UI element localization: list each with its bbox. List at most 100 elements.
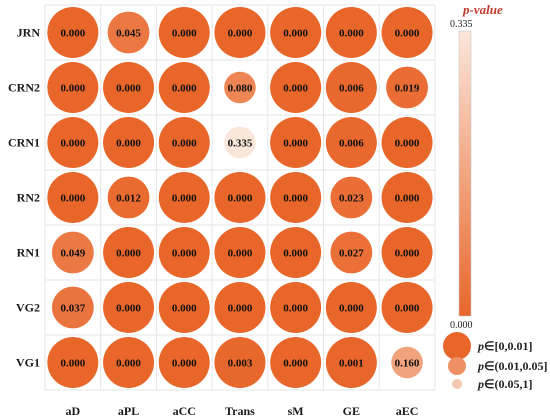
cell-value-label: 0.000 (395, 28, 420, 40)
cell-circle (47, 337, 99, 388)
cell-circle (158, 337, 210, 388)
cell-value-label: 0.049 (60, 248, 85, 260)
colorbar (458, 30, 472, 317)
cell-circle (330, 231, 373, 274)
cell-circle (224, 71, 256, 104)
cell-value-label: 0.000 (60, 358, 85, 370)
cell-circle (270, 117, 322, 168)
cell-circle (158, 282, 210, 333)
column-label: Trans (225, 404, 255, 418)
cell-value-label: 0.000 (283, 248, 308, 260)
cell-value-label: 0.000 (60, 193, 85, 205)
cell-circle (270, 337, 322, 388)
cell-circle (51, 286, 94, 329)
cell-value-label: 0.000 (116, 303, 141, 315)
grid (44, 4, 436, 391)
cell-circle (224, 126, 256, 159)
cell-circle (47, 117, 99, 168)
legend-circle-small (452, 379, 462, 389)
legend-label-3: p∈(0.05,1] (477, 377, 532, 391)
cell-value-label: 0.160 (395, 358, 420, 370)
colorbar-max-label: 0.335 (450, 19, 473, 30)
cell-circle (158, 172, 210, 223)
cell-circle (381, 227, 433, 278)
cell-circle (214, 337, 266, 388)
cell-circle (325, 7, 377, 58)
cell-value-label: 0.000 (172, 28, 197, 40)
cell-circle (158, 227, 210, 278)
cell-value-label: 0.000 (116, 248, 141, 260)
cell-circle (107, 11, 150, 54)
cell-value-label: 0.000 (116, 138, 141, 150)
cell-value-label: 0.006 (339, 138, 364, 150)
legend-circle-large (443, 332, 471, 360)
cell-value-label: 0.000 (395, 193, 420, 205)
cell-value-label: 0.001 (339, 358, 364, 370)
cell-value-label: 0.003 (228, 358, 253, 370)
cell-value-label: 0.027 (339, 248, 364, 260)
cell-circle (330, 176, 373, 219)
value-label-layer: 0.000 0.045 0.000 0.000 0.000 0.000 0.000 0.000… (60, 28, 419, 370)
cell-circle (270, 227, 322, 278)
row-labels: JRN CRN2 CRN1 RN2 RN1 VG2 VG1 (8, 26, 40, 370)
cell-value-label: 0.000 (228, 193, 253, 205)
cell-value-label: 0.000 (172, 83, 197, 95)
cell-value-label: 0.012 (116, 193, 141, 205)
cell-circle (47, 172, 99, 223)
row-label: CRN1 (8, 136, 40, 150)
column-label: aD (66, 404, 81, 418)
cell-circle (381, 282, 433, 333)
cell-circle (214, 282, 266, 333)
row-label: VG1 (16, 356, 40, 370)
cell-value-label: 0.037 (60, 303, 85, 315)
cell-circle (325, 62, 377, 113)
cell-value-label: 0.000 (283, 193, 308, 205)
column-labels: aD aPL aCC Trans sM GE aEC (66, 404, 419, 418)
column-label: GE (343, 404, 360, 418)
row-label: JRN (17, 26, 41, 40)
cell-circle (386, 66, 428, 109)
cell-circle (270, 282, 322, 333)
cell-value-label: 0.000 (172, 193, 197, 205)
cell-circle (214, 172, 266, 223)
cell-value-label: 0.000 (395, 248, 420, 260)
cell-value-label: 0.000 (283, 303, 308, 315)
cell-circle (107, 176, 150, 219)
cell-circle (103, 337, 155, 388)
cell-value-label: 0.045 (116, 28, 141, 40)
row-label: VG2 (16, 301, 40, 315)
cell-circle (325, 337, 377, 388)
cell-value-label: 0.000 (60, 83, 85, 95)
cell-value-label: 0.000 (283, 138, 308, 150)
row-label: CRN2 (8, 81, 40, 95)
legend-label-2: p∈(0.01,0.05] (477, 359, 547, 373)
cell-circle (325, 117, 377, 168)
cell-circle (51, 231, 94, 274)
row-label: RN1 (17, 246, 40, 260)
cell-value-label: 0.000 (172, 138, 197, 150)
cell-value-label: 0.000 (283, 83, 308, 95)
row-label: RN2 (17, 191, 40, 205)
cell-value-label: 0.000 (283, 28, 308, 40)
cell-circle (47, 7, 99, 58)
colorbar-title: p-value (462, 2, 503, 17)
cell-value-label: 0.000 (339, 28, 364, 40)
cell-circle (381, 117, 433, 168)
cell-value-label: 0.000 (172, 303, 197, 315)
cell-circle (270, 172, 322, 223)
cell-value-label: 0.335 (228, 138, 253, 150)
cell-value-label: 0.000 (395, 138, 420, 150)
column-label: aCC (173, 404, 196, 418)
cell-value-label: 0.023 (339, 193, 364, 205)
cell-circle (270, 7, 322, 58)
cell-circle (103, 227, 155, 278)
cell-value-label: 0.000 (172, 248, 197, 260)
cell-circle (158, 7, 210, 58)
cell-value-label: 0.080 (228, 83, 253, 95)
cell-circle (214, 227, 266, 278)
colorbar-title-rest: -value (470, 2, 503, 17)
cell-circle (391, 346, 423, 379)
cell-circle (381, 172, 433, 223)
cell-value-label: 0.019 (395, 83, 420, 95)
